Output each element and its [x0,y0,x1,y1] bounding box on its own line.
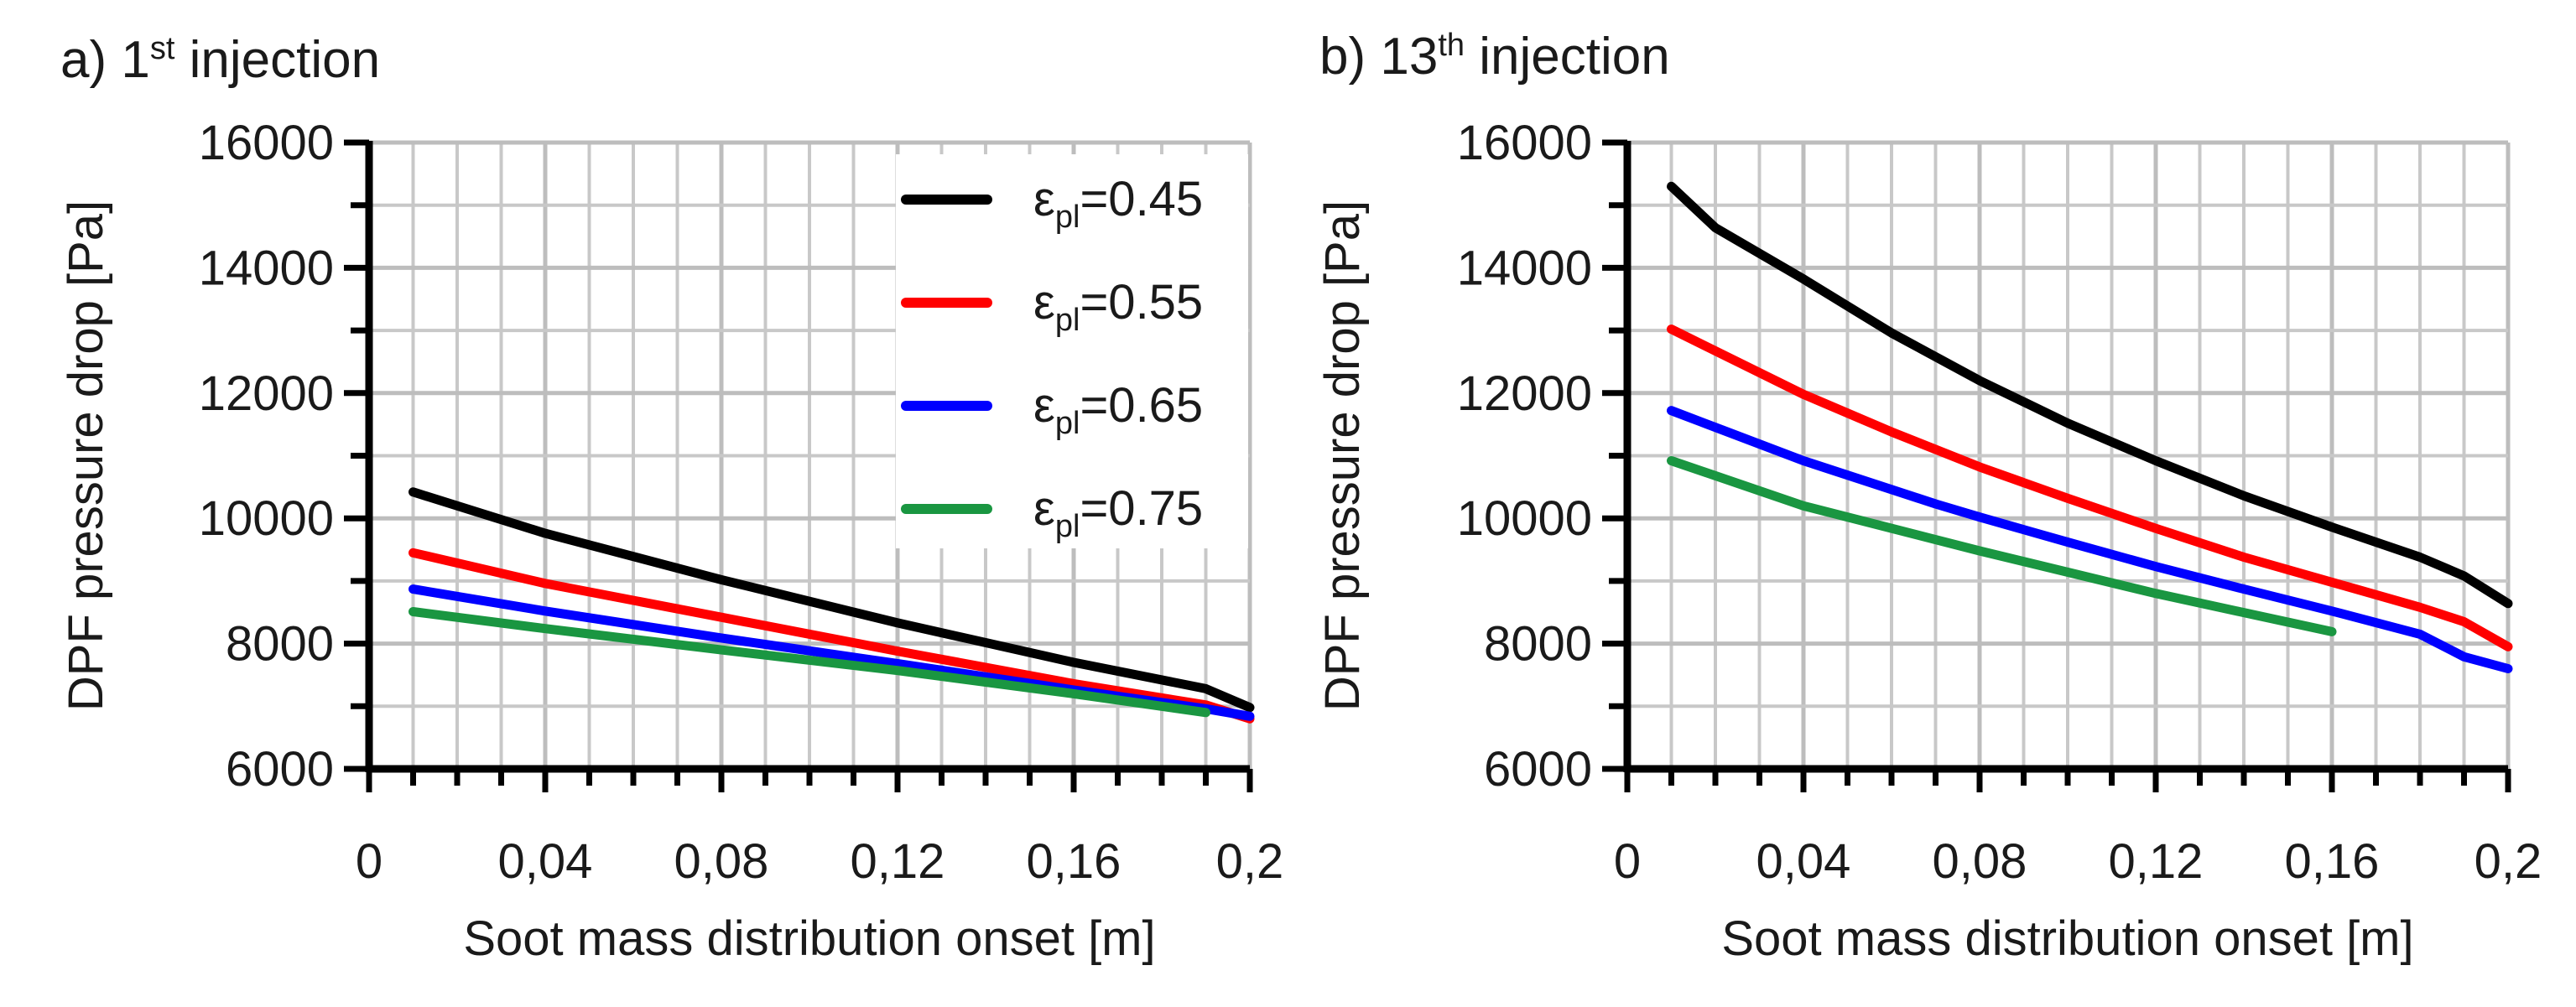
axis-ticks [344,139,1253,792]
x-tick-label: 0,2 [2475,834,2542,889]
series-line [409,487,1255,713]
y-tick-label: 14000 [1457,241,1592,295]
y-tick-label: 12000 [199,366,334,421]
x-tick-label: 0,08 [674,834,769,889]
x-tick-label: 0,12 [2109,834,2204,889]
y-axis-label: DPF pressure drop [Pa] [1315,200,1370,711]
y-tick-label: 6000 [1484,742,1592,797]
x-axis-label: Soot mass distribution onset [m] [463,911,1155,966]
y-tick-label: 16000 [1457,116,1592,170]
x-tick-label: 0 [1614,834,1641,889]
y-axis-label: DPF pressure drop [Pa] [59,200,113,711]
x-tick-label: 0,04 [498,834,593,889]
chart-panel-a: 0 0,04 0,08 0,12 0,16 0,2 6000 8000 10000 12000 14… [59,31,1283,966]
legend-label: εpl=0.45 [1033,172,1203,235]
legend-label: εpl=0.65 [1033,378,1203,441]
legend-label: εpl=0.75 [1033,481,1203,544]
x-tick-label: 0,08 [1933,834,2027,889]
series-line [1667,456,2337,636]
y-tick-label: 14000 [199,241,334,295]
x-tick-label: 0,2 [1216,834,1284,889]
y-tick-label: 10000 [1457,491,1592,546]
x-tick-label: 0,16 [1027,834,1121,889]
series-line [409,607,1210,718]
y-tick-label: 8000 [1484,617,1592,672]
y-tick-label: 10000 [199,491,334,546]
y-tick-label: 6000 [226,742,334,797]
y-tick-label: 8000 [226,617,334,672]
series-line [1667,406,2513,673]
chart-panel-b: 0 0,04 0,08 0,12 0,16 0,2 6000 8000 10000 12000 14… [1315,28,2542,966]
x-tick-label: 0 [356,834,382,889]
grid [1627,140,2511,769]
x-tick-label: 0,16 [2285,834,2380,889]
legend-background [896,154,1248,548]
legend-label: εpl=0.55 [1033,275,1203,338]
panel-title: a) 1st injection [60,31,380,89]
series-line [1667,324,2513,651]
x-tick-label: 0,04 [1756,834,1851,889]
x-axis-label: Soot mass distribution onset [m] [1721,911,2413,966]
x-tick-label: 0,12 [851,834,945,889]
legend: εpl=0.45 εpl=0.55 εpl=0.65 εpl=0.75 [896,154,1248,548]
y-tick-label: 16000 [199,116,334,170]
panel-title: b) 13th injection [1319,28,1670,86]
series-line [1667,181,2513,609]
y-tick-label: 12000 [1457,366,1592,421]
